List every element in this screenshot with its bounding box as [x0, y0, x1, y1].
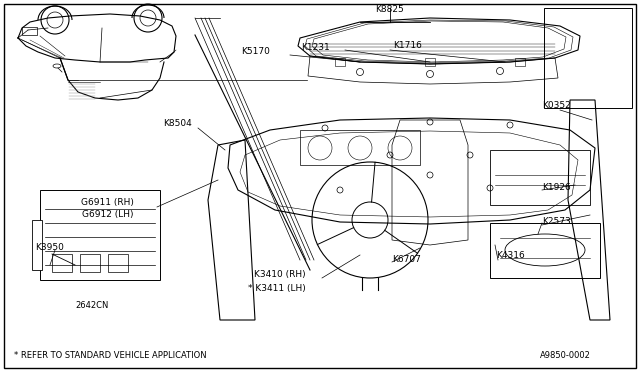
Bar	[490, 150, 590, 205]
Bar	[80, 254, 100, 272]
Text: K2573: K2573	[542, 218, 571, 227]
Text: K5170: K5170	[241, 48, 270, 57]
Bar	[300, 130, 420, 165]
Bar	[22, 27, 37, 35]
Text: K8504: K8504	[163, 119, 192, 128]
Bar	[490, 223, 600, 278]
Bar	[515, 58, 525, 66]
Text: K4316: K4316	[496, 251, 525, 260]
Text: K1231: K1231	[301, 42, 330, 51]
Bar	[32, 220, 42, 270]
Bar	[544, 8, 632, 108]
Text: K3950: K3950	[35, 243, 64, 251]
Bar	[108, 254, 128, 272]
Text: K1716: K1716	[393, 42, 422, 51]
Bar	[335, 58, 345, 66]
Text: K3410 (RH): K3410 (RH)	[254, 269, 306, 279]
Text: * K3411 (LH): * K3411 (LH)	[248, 283, 306, 292]
Text: A9850-0002: A9850-0002	[540, 350, 591, 359]
Text: K0352: K0352	[542, 102, 571, 110]
Text: 2642CN: 2642CN	[76, 301, 109, 310]
Bar	[425, 58, 435, 66]
Text: K1926: K1926	[542, 183, 571, 192]
Text: G6911 (RH): G6911 (RH)	[81, 198, 134, 206]
Text: K8825: K8825	[376, 5, 404, 14]
Text: G6912 (LH): G6912 (LH)	[83, 211, 134, 219]
Bar	[40, 190, 160, 280]
Text: * REFER TO STANDARD VEHICLE APPLICATION: * REFER TO STANDARD VEHICLE APPLICATION	[14, 350, 207, 359]
Text: K6707: K6707	[392, 256, 421, 264]
Bar	[52, 254, 72, 272]
